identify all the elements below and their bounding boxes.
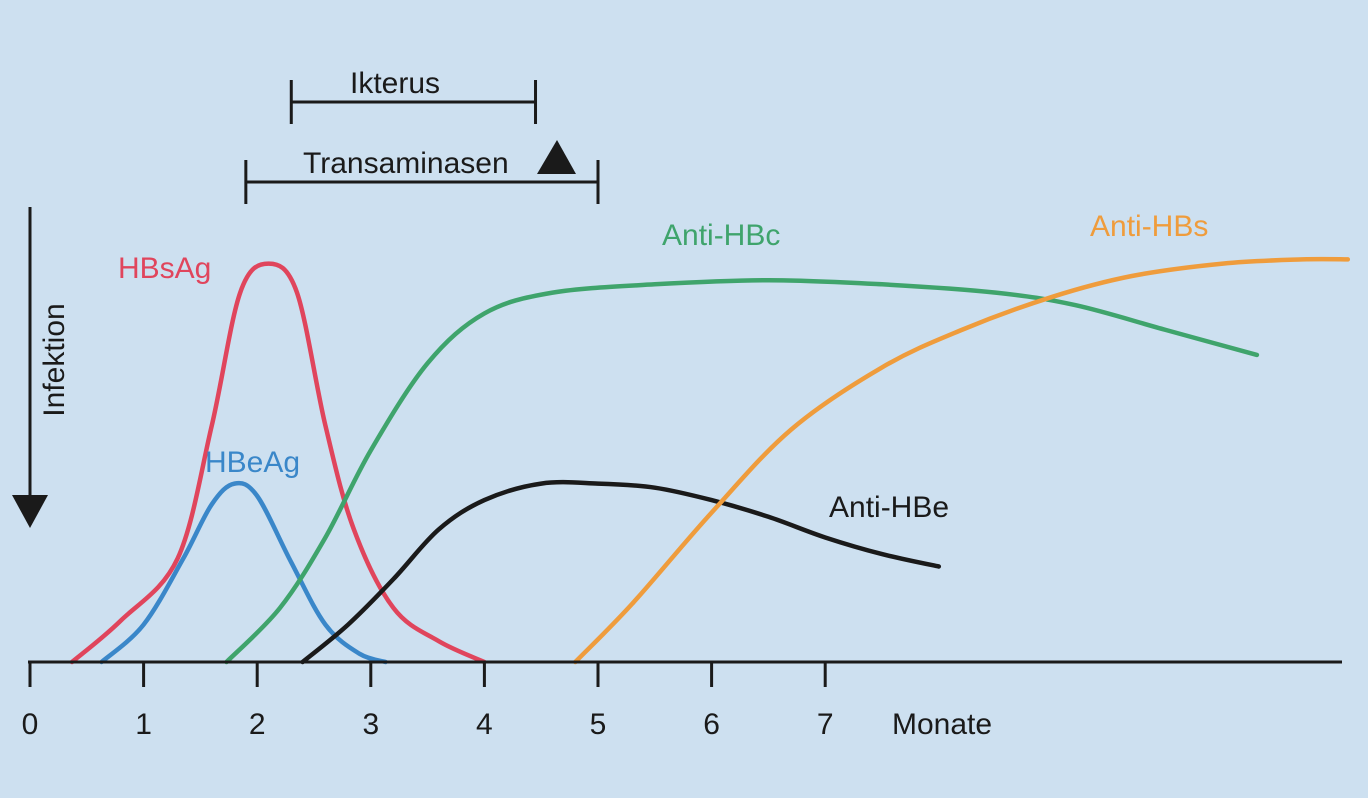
anti-hbs-label: Anti-HBs	[1090, 210, 1208, 243]
anti-hbe-label: Anti-HBe	[829, 491, 949, 524]
series-layer: HBsAg HBeAg Anti-HBc Anti-HBe Anti-HBs	[69, 210, 1351, 665]
annotations: Infektion Ikterus Transaminasen	[12, 67, 600, 528]
infektion-label: Infektion	[38, 303, 71, 416]
x-tick-label: 5	[590, 708, 607, 741]
hbeag-label: HBeAg	[205, 446, 300, 479]
ikterus-label: Ikterus	[350, 67, 440, 100]
ikterus-interval: Ikterus	[289, 67, 538, 124]
hbeag-curve	[99, 480, 388, 665]
anti-hbe-curve	[300, 479, 942, 665]
infektion-arrow-head	[12, 495, 48, 528]
infektion-arrow: Infektion	[12, 207, 71, 528]
x-tick-label: 3	[362, 708, 379, 741]
anti-hbs-curve	[573, 256, 1351, 665]
anti-hbc-label: Anti-HBc	[662, 219, 780, 252]
hbsag-label: HBsAg	[118, 252, 211, 285]
x-tick-label: 0	[22, 708, 39, 741]
transaminasen-interval: Transaminasen	[244, 147, 600, 204]
hbsag-curve	[69, 261, 487, 665]
x-axis: 0 1 2 3 4 5 6 7 Monate	[22, 660, 1342, 741]
x-tick-label: 2	[249, 708, 266, 741]
anti-hbc-curve	[224, 277, 1260, 665]
transaminasen-label: Transaminasen	[303, 147, 509, 180]
x-tick-label: 4	[476, 708, 493, 741]
x-tick-label: 1	[135, 708, 152, 741]
transaminasen-peak-marker	[537, 140, 576, 174]
x-tick-label: 7	[817, 708, 834, 741]
x-axis-label: Monate	[892, 708, 992, 741]
x-tick-label: 6	[703, 708, 720, 741]
